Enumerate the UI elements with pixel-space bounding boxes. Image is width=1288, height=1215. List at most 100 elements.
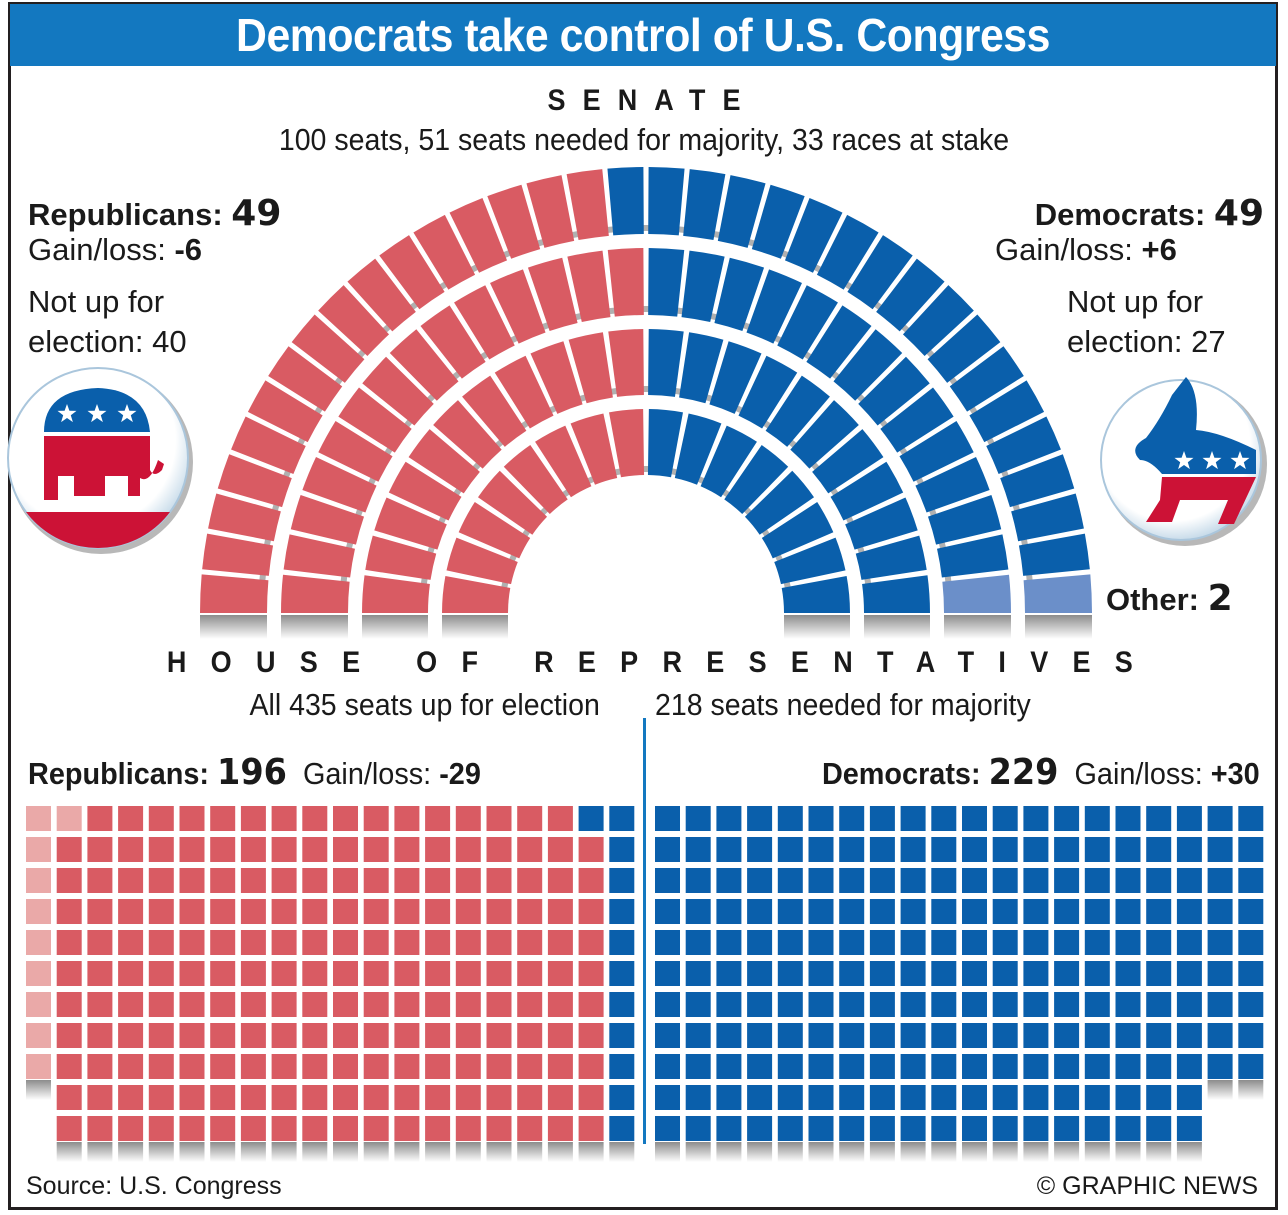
house-seat-republican — [486, 837, 512, 862]
house-seat-republican — [333, 930, 358, 955]
senate-seat-democrat — [765, 375, 830, 447]
house-seat-democrat — [777, 1116, 803, 1141]
senate-seat-democrat — [876, 258, 945, 332]
senate-seat-republican — [607, 248, 644, 317]
senate-seat-republican — [290, 494, 365, 545]
senate-seat-republican — [449, 198, 508, 273]
senate-seat-republican — [568, 332, 613, 404]
senate-seat-democrat — [833, 329, 903, 401]
senate-dem-gain: Gain/loss: +6 — [995, 232, 1177, 268]
house-seat-democrat — [1146, 961, 1172, 986]
senate-seat-republican — [487, 184, 541, 259]
house-seat-democrat — [1084, 837, 1110, 862]
house-seat-republican — [148, 806, 174, 831]
senate-seat-democrat — [862, 575, 930, 613]
senate-seat-republican — [202, 533, 274, 576]
house-seat-democrat — [839, 899, 865, 924]
house-seat-democrat — [808, 837, 834, 862]
senate-seat-democrat — [858, 356, 930, 426]
house-seat-republican — [486, 1054, 512, 1079]
house-seat-democrat — [655, 868, 680, 893]
house-seat-republican — [240, 899, 266, 924]
house-seat-democrat — [869, 1085, 895, 1110]
house-seat-republican — [578, 837, 604, 862]
house-seat-democrat — [1207, 899, 1233, 924]
senate-seat-democrat — [709, 341, 762, 414]
senate-seat-democrat — [648, 329, 684, 397]
senate-seat-republican — [608, 329, 644, 397]
house-seat-democrat — [609, 899, 635, 924]
house-seat-democrat — [900, 899, 926, 924]
house-seat-republican — [271, 837, 297, 862]
house-seat-republican — [517, 930, 543, 955]
house-seat-republican — [517, 837, 543, 862]
house-seat-democrat — [1176, 837, 1202, 862]
house-seat-democrat — [869, 1054, 895, 1079]
senate-dem-gain-value: +6 — [1141, 232, 1177, 267]
senate-seat-republican — [570, 413, 618, 485]
house-seat-democrat — [655, 930, 680, 955]
house-seat-republican — [271, 1116, 297, 1141]
house-seat-republican — [547, 1085, 573, 1110]
senate-seat-democrat — [880, 387, 954, 453]
house-seat-democrat — [777, 1023, 803, 1048]
house-seat-republican — [271, 1054, 297, 1079]
house-seat-republican — [148, 1116, 174, 1141]
house-seat-democrat — [962, 899, 987, 924]
senate-seat-republican — [388, 461, 462, 521]
house-column-shadow — [1207, 1080, 1233, 1100]
house-seat-republican — [56, 899, 82, 924]
house-seat-republican — [240, 837, 266, 862]
house-seat-republican — [118, 868, 144, 893]
house-seat-republican — [179, 961, 205, 986]
house-seat-democrat — [900, 1023, 926, 1048]
house-seat-vacant — [26, 1054, 51, 1079]
house-seat-democrat — [931, 899, 957, 924]
house-seat-democrat — [808, 961, 834, 986]
house-seat-democrat — [655, 837, 680, 862]
senate-dem-not-up-2: election: 27 — [1067, 324, 1226, 359]
senate-seat-democrat — [714, 257, 765, 332]
house-seat-republican — [302, 806, 328, 831]
house-seat-republican — [302, 837, 328, 862]
house-seat-republican — [56, 1054, 82, 1079]
house-seat-democrat — [747, 1023, 773, 1048]
senate-seat-democrat — [777, 285, 838, 360]
house-seat-republican — [118, 1116, 144, 1141]
credit-note: © GRAPHIC NEWS — [1036, 1172, 1258, 1200]
house-seat-democrat — [1115, 1085, 1141, 1110]
house-seat-republican — [394, 1023, 420, 1048]
house-seat-democrat — [1176, 1054, 1202, 1079]
house-seat-democrat — [1176, 961, 1202, 986]
house-seat-republican — [363, 930, 389, 955]
house-seat-democrat — [869, 961, 895, 986]
house-seat-democrat — [655, 992, 680, 1017]
house-seat-democrat — [962, 1116, 987, 1141]
house-seat-republican — [179, 1085, 205, 1110]
house-seat-republican — [363, 1085, 389, 1110]
house-seat-democrat — [808, 868, 834, 893]
house-seat-democrat — [900, 992, 926, 1017]
house-seat-republican — [302, 1054, 328, 1079]
house-seat-democrat — [1207, 1023, 1233, 1048]
house-seat-republican — [118, 837, 144, 862]
house-column-shadow — [716, 1142, 742, 1162]
house-seat-republican — [394, 899, 420, 924]
house-seat-democrat — [1054, 1054, 1080, 1079]
house-seat-democrat — [1146, 1054, 1172, 1079]
senate-seat-democrat — [949, 346, 1024, 412]
house-seat-democrat — [655, 961, 680, 986]
house-seat-democrat — [716, 992, 742, 1017]
house-column-shadow — [148, 1142, 174, 1162]
house-seat-democrat — [1176, 1116, 1202, 1141]
house-seat-democrat — [1115, 806, 1141, 831]
senate-seat-republican — [420, 305, 486, 379]
house-seat-republican — [118, 961, 144, 986]
house-seat-democrat — [962, 837, 987, 862]
house-seat-republican — [148, 961, 174, 986]
house-column-shadow — [777, 1142, 803, 1162]
house-seat-republican — [271, 1023, 297, 1048]
house-seat-republican — [547, 961, 573, 986]
house-seat-republican — [271, 992, 297, 1017]
